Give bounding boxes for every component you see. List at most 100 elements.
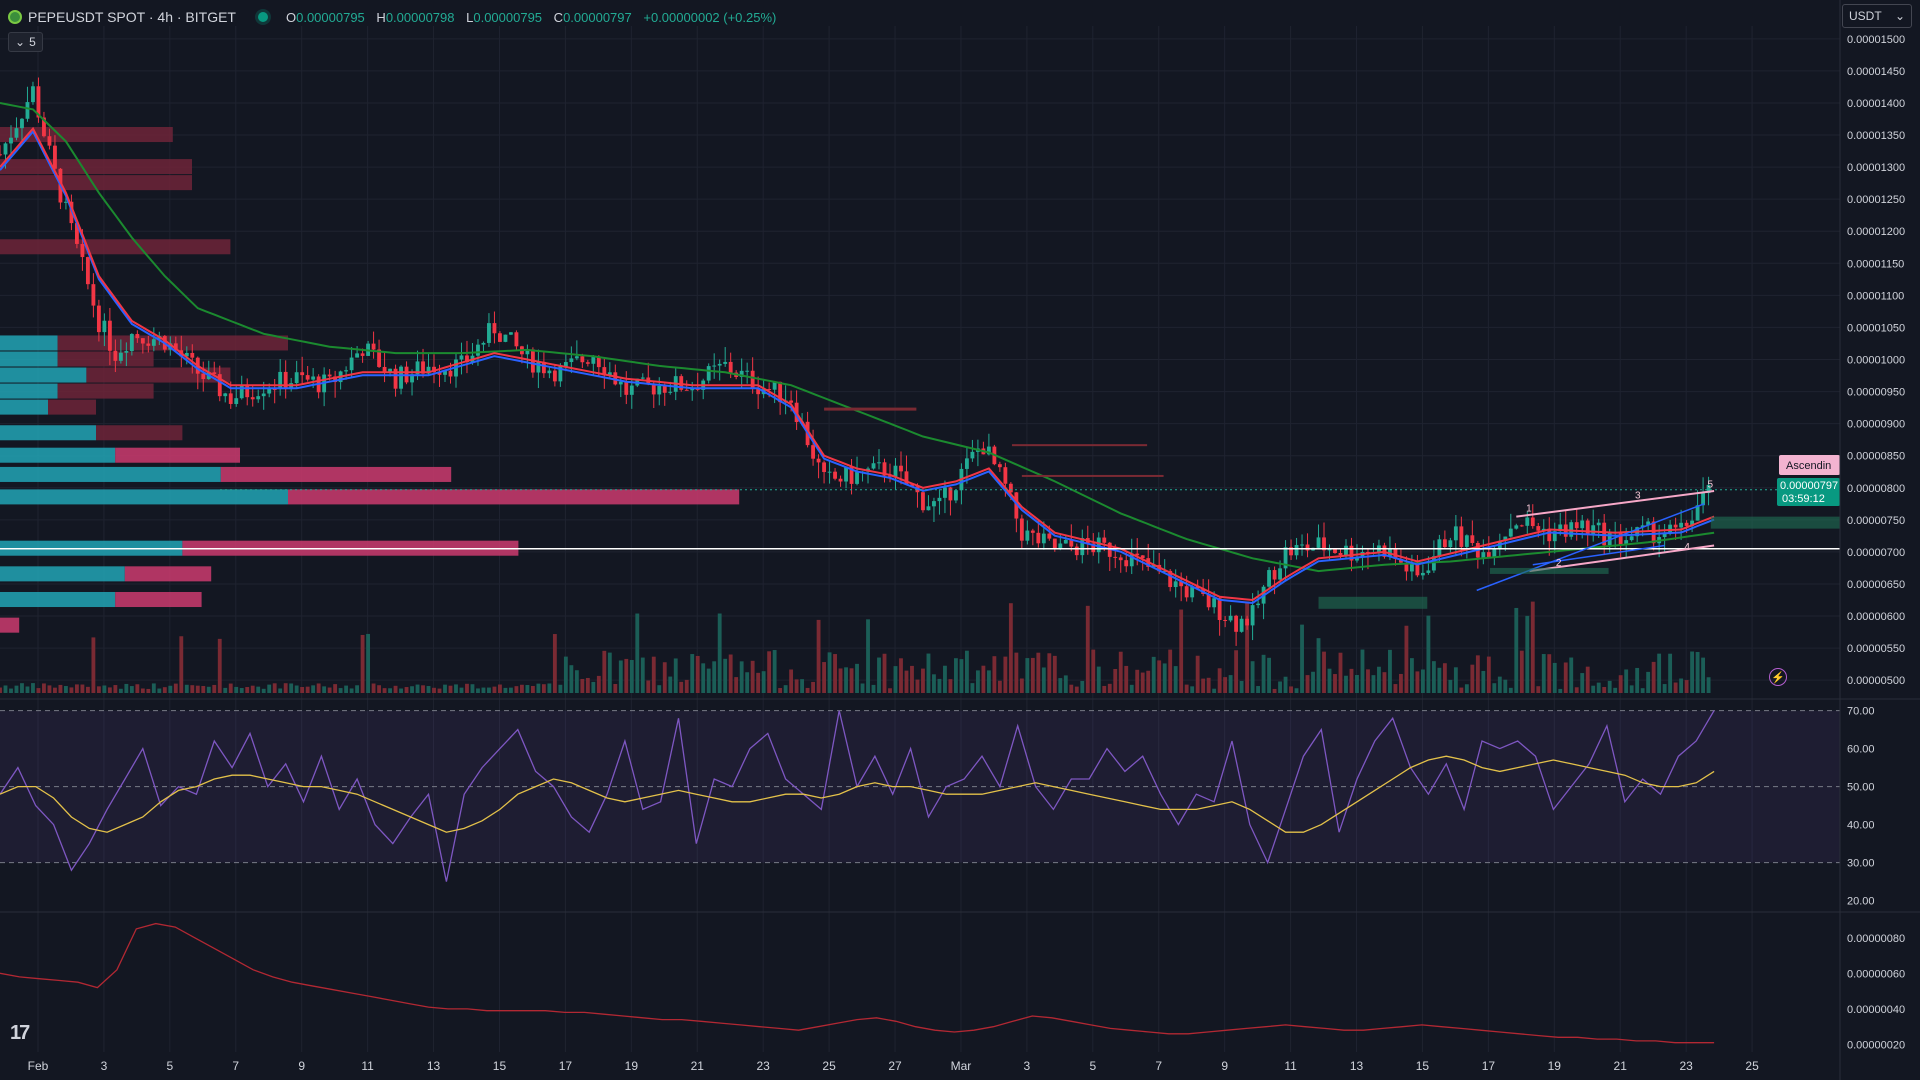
volume-bar [761,671,766,693]
candle [1574,522,1579,529]
candle [970,451,975,459]
volume-bar [151,683,156,693]
volume-profile-up-bar [0,351,58,367]
candle [261,393,266,397]
candle [146,343,151,346]
volume-profile-up-bar [0,383,58,399]
volume-profile-up-bar [0,399,48,415]
volume-bar [563,656,568,693]
candle [1124,560,1129,567]
candle [756,389,761,395]
volume-bar [1036,652,1041,693]
price-tick-label: 0.00000700 [1847,547,1905,559]
candle [822,462,826,473]
candle [64,201,68,203]
candle [1300,544,1304,546]
candle [827,471,832,473]
volume-bar [448,685,453,693]
order-block-zone [1710,516,1840,529]
volume-bar [25,686,30,693]
volume-bar [47,685,52,693]
volume-bar [162,687,167,693]
candle [349,357,354,371]
ema-fast-line [0,126,1715,602]
volume-bar [1486,656,1491,693]
candle [574,356,579,359]
volume-bar [1481,670,1486,693]
candle [563,362,568,367]
candle [937,497,942,502]
currency-select[interactable]: USDT ⌄ [1842,4,1912,28]
volume-bar [569,665,574,693]
indicators-collapse-button[interactable]: ⌄ 5 [8,32,43,52]
candle [1580,520,1585,529]
volume-bar [256,686,261,693]
tradingview-logo-icon[interactable]: 17 [10,1022,30,1044]
price-tick-label: 0.00001100 [1847,290,1904,302]
volume-bar [992,656,997,693]
candle [102,320,107,333]
candle [596,356,601,368]
candle [212,372,217,375]
price-tick-label: 0.00000650 [1847,579,1905,591]
candle [833,471,837,479]
candle [399,366,403,389]
volume-bar [712,661,717,693]
volume-bar [871,684,876,693]
volume-bar [190,685,195,693]
price-tick-label: 0.00000800 [1847,483,1905,495]
candle [871,463,876,469]
candle [591,356,596,364]
candle [1486,552,1491,558]
volume-bar [1409,658,1414,693]
volume-bar [1228,675,1233,693]
volume-bar [0,687,2,693]
volume-bar [3,685,8,693]
candle [1591,525,1596,534]
candle [1602,522,1607,546]
symbol-title[interactable]: PEPEUSDT SPOT · 4h · BITGET [28,9,236,25]
candle [690,388,695,391]
volume-bar [388,688,392,693]
volume-bar [1613,687,1618,693]
candle [1701,493,1706,506]
volume-bar [1168,649,1173,693]
volume-bar [1695,651,1700,693]
candle [1135,553,1140,556]
volume-bar [1541,654,1546,693]
volume-bar [399,688,403,693]
candle [294,372,299,384]
volume-bar [91,637,96,693]
volume-bar [1047,653,1052,693]
volume-bar [1706,677,1711,693]
volume-bar [580,678,585,693]
volume-bar [1646,671,1651,693]
candle [355,353,360,358]
open-value: 0.00000795 [296,9,365,25]
candle [443,370,447,375]
volume-profile-down-bar [115,591,202,608]
volume-bar [360,634,365,693]
volume-bar [1503,679,1508,693]
volume-bar [882,653,887,693]
volume-bar [327,687,332,693]
volume-bar [1464,684,1469,693]
candle [547,370,552,374]
volume-bar [591,681,596,693]
candle [1404,562,1409,572]
volume-profile-up-bar [0,591,116,608]
volume-bar [135,684,140,693]
volume-bar [1442,663,1447,693]
candle [31,86,35,103]
volume-bar [1530,601,1535,693]
volume-bar [1267,657,1271,693]
volume-bar [684,679,689,693]
volume-bar [1239,680,1244,693]
volume-bar [1146,670,1151,693]
candle [96,305,101,333]
candle [239,384,244,399]
candle [283,371,288,390]
volume-profile-up-bar [0,489,288,505]
lightning-icon[interactable]: ⚡ [1769,668,1787,686]
